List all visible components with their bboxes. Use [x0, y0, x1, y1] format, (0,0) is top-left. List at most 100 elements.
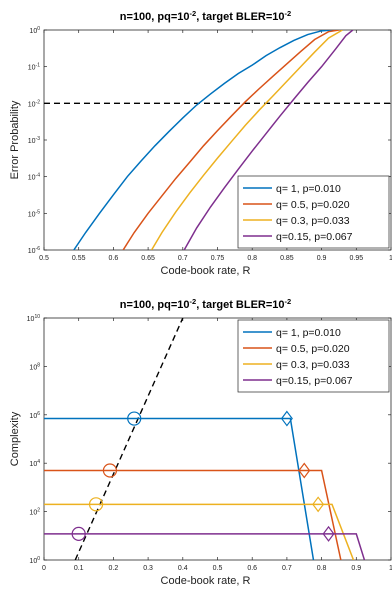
- x-tick-label: 0.4: [178, 565, 188, 572]
- superscript: -6: [36, 246, 41, 252]
- series-line-1: [73, 30, 333, 250]
- legend: q= 1, p=0.010 q= 0.5, p=0.020 q= 0.3, p=0.…: [237, 175, 390, 249]
- x-tick-label: 0.2: [109, 565, 119, 572]
- series-diamond-marker-1: [280, 410, 293, 427]
- y-tick-label: 100: [29, 26, 40, 35]
- legend-label-2: q= 0.5, p=0.020: [276, 343, 350, 355]
- x-axis-label: Code-book rate, R: [161, 575, 251, 587]
- x-tick-label: 1: [389, 255, 392, 262]
- x-axis-label: Code-book rate, R: [161, 265, 251, 277]
- series-line-2: [122, 30, 340, 250]
- dashed-reference-line: [74, 318, 184, 560]
- superscript: -5: [36, 209, 41, 215]
- series-circle-marker-2: [102, 463, 118, 478]
- y-tick-label: 1010: [27, 314, 41, 323]
- x-tick-label: 0.85: [280, 255, 294, 262]
- legend-label-3: q= 0.3, p=0.033: [276, 359, 350, 371]
- text-part: 10: [28, 248, 36, 255]
- series-diamond-marker-2: [298, 462, 311, 479]
- text-part: n=100, pq=10: [120, 299, 190, 311]
- legend-label-1: q= 1, p=0.010: [276, 183, 341, 195]
- series-line-4: [44, 533, 366, 560]
- y-tick-label: 102: [29, 508, 40, 517]
- y-tick-label: 104: [29, 459, 40, 468]
- text-part: , target BLER=10: [196, 299, 284, 311]
- superscript: -4: [36, 173, 41, 179]
- superscript: -2: [285, 9, 292, 18]
- x-tick-label: 0.9: [317, 255, 327, 262]
- y-axis-label: Error Probability: [9, 100, 21, 179]
- superscript: -2: [36, 99, 41, 105]
- x-tick-label: 0.9: [351, 565, 361, 572]
- x-tick-label: 0.75: [211, 255, 225, 262]
- series-line-3: [44, 503, 355, 560]
- x-tick-label: 0.5: [39, 255, 49, 262]
- text-part: 10: [29, 461, 37, 468]
- text-part: 10: [29, 28, 37, 35]
- legend-label-2: q= 0.5, p=0.020: [276, 199, 350, 211]
- superscript: 2: [37, 508, 40, 514]
- text-part: 10: [28, 65, 36, 72]
- chart-title: n=100, pq=10-2, target BLER=10-2: [120, 297, 291, 311]
- chart-title: n=100, pq=10-2, target BLER=10-2: [120, 9, 291, 23]
- y-tick-label: 10-1: [28, 63, 40, 72]
- y-tick-label: 10-6: [28, 246, 40, 255]
- x-tick-label: 0.8: [317, 565, 327, 572]
- series-line-1: [44, 417, 315, 560]
- series-diamond-marker-4: [322, 525, 335, 542]
- x-tick-label: 0.95: [349, 255, 363, 262]
- text-part: 10: [29, 558, 37, 565]
- superscript: 10: [34, 314, 40, 320]
- series-circle-marker-3: [88, 497, 104, 512]
- y-tick-label: 108: [29, 362, 40, 371]
- y-axis-label: Complexity: [9, 411, 21, 466]
- series-line-2: [44, 469, 342, 560]
- superscript: 8: [37, 362, 40, 368]
- series-line-4: [183, 30, 354, 250]
- x-tick-label: 0.8: [247, 255, 257, 262]
- series-circle-marker-4: [71, 526, 86, 541]
- superscript: -2: [190, 297, 197, 306]
- text-part: 10: [29, 364, 37, 371]
- x-tick-label: 0.3: [143, 565, 153, 572]
- legend-label-1: q= 1, p=0.010: [276, 327, 341, 339]
- x-tick-label: 0.65: [141, 255, 155, 262]
- x-tick-label: 0.6: [247, 565, 257, 572]
- text-part: n=100, pq=10: [120, 11, 190, 23]
- series-diamond-marker-3: [312, 496, 325, 513]
- text-part: 10: [29, 413, 37, 420]
- legend: q= 1, p=0.010 q= 0.5, p=0.020 q= 0.3, p=0.…: [237, 319, 390, 393]
- text-part: 10: [28, 101, 36, 108]
- legend-label-3: q= 0.3, p=0.033: [276, 215, 350, 227]
- x-tick-label: 0.1: [74, 565, 84, 572]
- x-tick-label: 1: [389, 565, 392, 572]
- superscript: -1: [36, 63, 41, 69]
- x-tick-label: 0.5: [213, 565, 223, 572]
- text-part: 10: [29, 510, 37, 517]
- y-tick-label: 106: [29, 411, 40, 420]
- x-tick-label: 0.55: [72, 255, 86, 262]
- y-tick-label: 10-5: [28, 209, 40, 218]
- text-part: 10: [28, 175, 36, 182]
- legend-label-4: q=0.15, p=0.067: [276, 231, 353, 243]
- text-part: 10: [27, 316, 35, 323]
- x-tick-label: 0.7: [282, 565, 292, 572]
- superscript: 6: [37, 411, 40, 417]
- series-line-3: [150, 30, 343, 250]
- text-part: 10: [28, 211, 36, 218]
- superscript: -2: [285, 297, 292, 306]
- legend-label-4: q=0.15, p=0.067: [276, 375, 353, 387]
- y-tick-label: 10-2: [28, 99, 40, 108]
- y-tick-label: 100: [29, 556, 40, 565]
- plot-lines: [44, 30, 391, 250]
- x-tick-label: 0.7: [178, 255, 188, 262]
- chart-panel-2: n=100, pq=10-2, target BLER=10-20 0.1 0.2 0…: [9, 297, 392, 587]
- x-tick-label: 0: [42, 565, 46, 572]
- y-tick-label: 10-3: [28, 136, 40, 145]
- plot-lines: [44, 318, 366, 560]
- superscript: -3: [36, 136, 41, 142]
- superscript: 4: [37, 459, 40, 465]
- text-part: 10: [28, 138, 36, 145]
- superscript: 0: [37, 556, 40, 562]
